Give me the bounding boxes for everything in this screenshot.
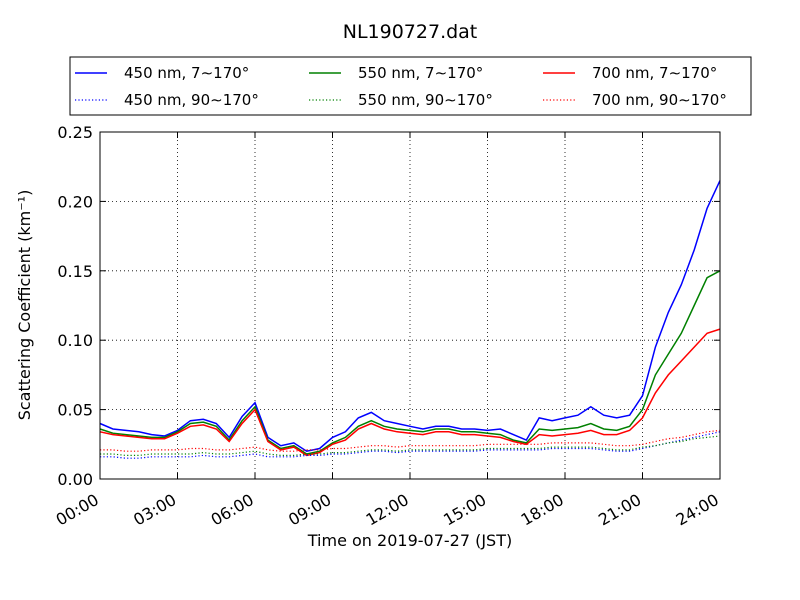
y-tick-label: 0.25 xyxy=(57,123,93,142)
legend-label: 550 nm, 7∼170° xyxy=(358,64,483,82)
legend-label: 550 nm, 90∼170° xyxy=(358,91,493,109)
chart-title: NL190727.dat xyxy=(343,21,478,43)
series-line-2 xyxy=(99,270,721,455)
legend-label: 700 nm, 7∼170° xyxy=(592,64,717,82)
x-axis-label: Time on 2019-07-27 (JST) xyxy=(307,531,512,550)
y-tick-label: 0.00 xyxy=(57,470,93,489)
y-tick-label: 0.15 xyxy=(57,262,93,281)
y-axis-label: Scattering Coefficient (km⁻¹) xyxy=(15,190,34,421)
legend: 450 nm, 7∼170° 550 nm, 7∼170° 700 nm, 7∼17… xyxy=(69,56,752,116)
legend-label: 450 nm, 90∼170° xyxy=(124,91,259,109)
legend-label: 700 nm, 90∼170° xyxy=(592,91,727,109)
y-tick-label: 0.20 xyxy=(57,192,93,211)
series-line-3 xyxy=(99,328,721,457)
legend-label: 450 nm, 7∼170° xyxy=(124,64,249,82)
series-line-1 xyxy=(99,180,721,452)
y-tick-label: 0.10 xyxy=(57,331,93,350)
series-layer xyxy=(99,180,721,459)
legend-box xyxy=(69,56,752,116)
y-tick-label: 0.05 xyxy=(57,401,93,420)
